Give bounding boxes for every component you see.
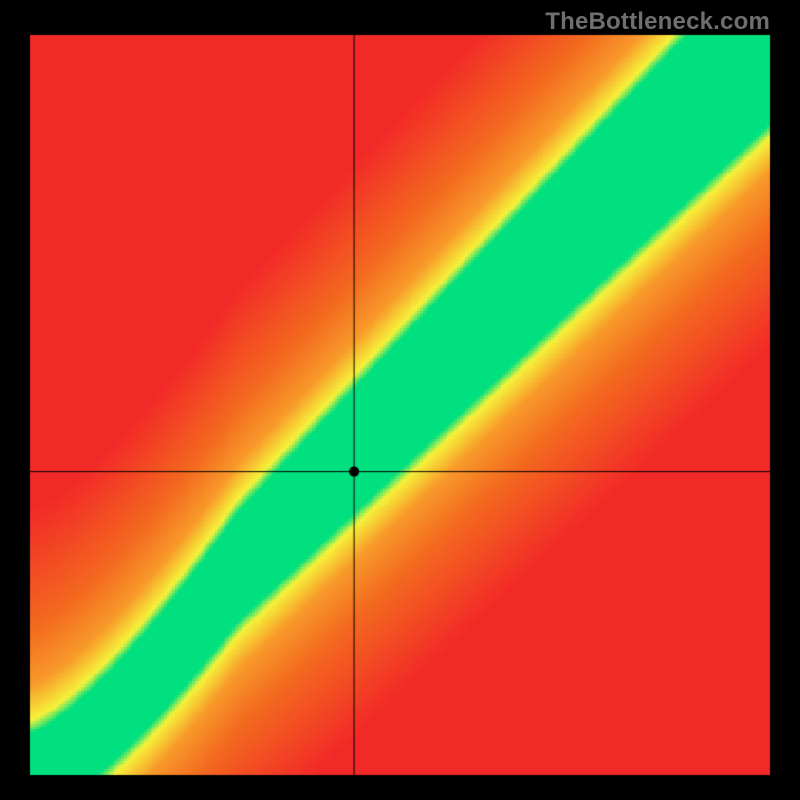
bottleneck-heatmap-canvas	[0, 0, 800, 800]
chart-frame: TheBottleneck.com	[0, 0, 800, 800]
watermark-text: TheBottleneck.com	[545, 8, 770, 36]
